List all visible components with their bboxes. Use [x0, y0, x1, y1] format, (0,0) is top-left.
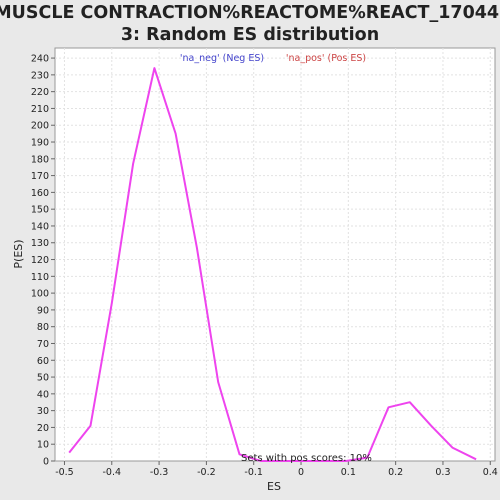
- legend-neg-entry: 'na_neg' (Neg ES): [180, 53, 264, 64]
- series-line-0: [68, 67, 477, 462]
- legend-pos-entry: 'na_pos' (Pos ES): [286, 53, 366, 64]
- x-tick-label: -0.4: [103, 467, 122, 478]
- x-tick-label: 0.4: [483, 467, 498, 478]
- y-tick-label: 190: [31, 138, 49, 149]
- y-tick-label: 140: [31, 221, 49, 232]
- x-tick-label: 0.1: [341, 467, 356, 478]
- y-tick-label: 120: [31, 255, 49, 266]
- x-tick-label: 0.2: [388, 467, 403, 478]
- y-tick-label: 200: [31, 121, 49, 132]
- y-tick-label: 230: [31, 70, 49, 81]
- x-tick-label: -0.1: [244, 467, 263, 478]
- plot-area: [54, 47, 496, 462]
- y-tick-label: 130: [31, 238, 49, 249]
- y-tick-label: 180: [31, 154, 49, 165]
- y-tick-label: 170: [31, 171, 49, 182]
- y-axis-ticks: 0 10 20 30 40 50 60 70 80 90 100 110 120 130 140 150 160…: [31, 54, 55, 468]
- chart-title-line-1: MUSCLE CONTRACTION%REACTOME%REACT_17044.: [0, 3, 500, 23]
- x-tick-label: -0.5: [55, 467, 74, 478]
- y-tick-label: 210: [31, 104, 49, 115]
- y-tick-label: 30: [37, 406, 49, 417]
- y-tick-label: 160: [31, 188, 49, 199]
- x-tick-label: -0.3: [150, 467, 169, 478]
- y-tick-label: 60: [37, 356, 49, 367]
- y-tick-label: 80: [37, 322, 49, 333]
- y-tick-label: 70: [37, 339, 49, 350]
- x-tick-label: 0: [298, 467, 304, 478]
- y-tick-label: 0: [43, 457, 49, 468]
- y-tick-label: 90: [37, 305, 49, 316]
- x-axis-label: ES: [267, 480, 281, 493]
- y-tick-label: 150: [31, 205, 49, 216]
- y-tick-label: 20: [37, 423, 49, 434]
- annotation-pos-scores: Sets with pos scores: 10%: [241, 453, 372, 464]
- y-tick-label: 10: [37, 440, 49, 451]
- y-tick-label: 100: [31, 289, 49, 300]
- chart-title-line-2: 3: Random ES distribution: [121, 25, 379, 45]
- y-tick-label: 50: [37, 373, 49, 384]
- y-axis-label: P(ES): [12, 239, 25, 268]
- y-tick-label: 110: [31, 272, 49, 283]
- y-tick-label: 220: [31, 87, 49, 98]
- x-tick-label: -0.2: [197, 467, 216, 478]
- x-tick-label: 0.3: [435, 467, 450, 478]
- x-axis-ticks: -0.5 -0.4 -0.3 -0.2 -0.1 0 0.1 0.2 0.3 0.4: [55, 461, 498, 478]
- series-group: [68, 67, 477, 462]
- y-tick-label: 40: [37, 389, 49, 400]
- y-tick-label: 240: [31, 54, 49, 65]
